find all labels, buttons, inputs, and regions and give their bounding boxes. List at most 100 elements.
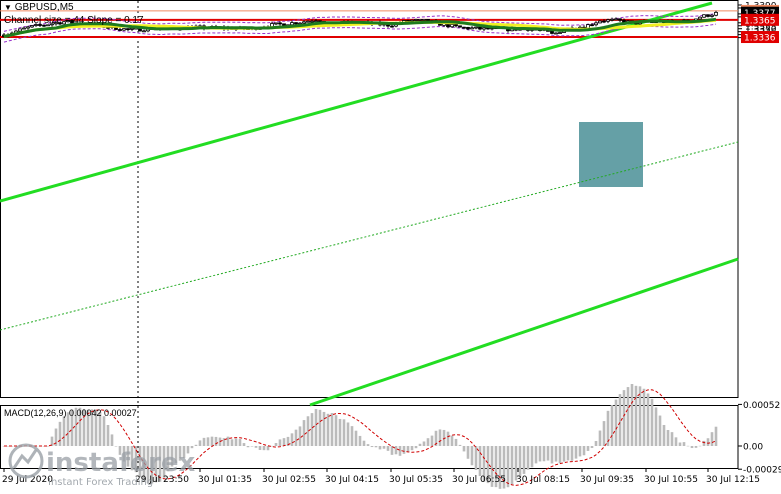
channel-lower-line bbox=[309, 257, 739, 407]
candle-body bbox=[474, 26, 478, 29]
macd-bar bbox=[458, 444, 462, 446]
logo-ring bbox=[8, 443, 44, 479]
macd-bar bbox=[358, 435, 362, 446]
candle-body bbox=[590, 24, 594, 27]
macd-bar bbox=[250, 446, 254, 447]
candle-body bbox=[26, 26, 30, 29]
macd-bar bbox=[346, 422, 350, 446]
macd-bar bbox=[242, 443, 246, 446]
macd-bar bbox=[286, 436, 290, 446]
macd-bar bbox=[258, 446, 262, 450]
macd-bar bbox=[590, 446, 594, 449]
macd-bar bbox=[150, 446, 154, 484]
time-tick-label: 30 Jul 12:15 bbox=[706, 475, 760, 485]
candle-body bbox=[290, 22, 294, 26]
macd-bar bbox=[262, 446, 266, 451]
macd-bar bbox=[530, 446, 534, 468]
candle-body bbox=[458, 25, 462, 28]
macd-bar bbox=[166, 446, 170, 472]
macd-bar bbox=[378, 446, 382, 450]
macd-bar bbox=[70, 409, 74, 446]
macd-tick-label: 0.00052 bbox=[743, 401, 780, 411]
macd-bar bbox=[514, 446, 518, 481]
macd-bar bbox=[46, 446, 50, 447]
candle-body bbox=[698, 16, 702, 20]
macd-bar bbox=[446, 431, 450, 446]
macd-bar bbox=[430, 435, 434, 446]
macd-bar bbox=[566, 446, 570, 461]
candle-body bbox=[710, 14, 714, 17]
macd-bar bbox=[670, 432, 674, 446]
macd-bar bbox=[674, 437, 678, 446]
zone-rectangle bbox=[579, 122, 643, 187]
candle-body bbox=[46, 24, 50, 27]
dropdown-arrow-icon[interactable]: ▼ bbox=[4, 3, 12, 12]
macd-bar bbox=[582, 446, 586, 456]
price-tick-label: 1.3355 bbox=[745, 22, 777, 32]
macd-bar bbox=[146, 446, 150, 484]
macd-bar bbox=[414, 446, 418, 449]
macd-bar bbox=[62, 416, 66, 446]
candle-body bbox=[478, 26, 482, 30]
macd-bar bbox=[478, 446, 482, 477]
candle-body bbox=[58, 22, 62, 25]
macd-bar bbox=[214, 436, 218, 446]
macd-bar bbox=[562, 446, 566, 462]
macd-bar bbox=[290, 433, 294, 446]
macd-bar bbox=[570, 446, 574, 461]
macd-bar bbox=[614, 399, 618, 446]
macd-bar bbox=[658, 415, 662, 446]
ma-fast-line bbox=[3, 17, 717, 39]
level-1-3365-label-bg bbox=[741, 13, 779, 26]
macd-bar bbox=[654, 407, 658, 446]
macd-bar bbox=[706, 438, 710, 446]
candle-body bbox=[466, 26, 470, 30]
candle-body bbox=[130, 28, 134, 30]
macd-bar bbox=[586, 446, 590, 451]
candle-body bbox=[34, 24, 38, 26]
macd-bar bbox=[134, 446, 138, 473]
macd-bar bbox=[518, 446, 522, 477]
macd-bar bbox=[246, 446, 250, 448]
macd-bar bbox=[398, 446, 402, 456]
macd-bar bbox=[122, 446, 126, 462]
candle-body bbox=[598, 20, 602, 24]
macd-bar bbox=[558, 446, 562, 464]
candle-body bbox=[618, 18, 622, 21]
macd-bar bbox=[634, 385, 638, 446]
candle-body bbox=[610, 18, 614, 21]
macd-bar bbox=[302, 420, 306, 446]
macd-bar bbox=[130, 446, 134, 471]
macd-bar bbox=[522, 446, 526, 474]
macd-bar bbox=[230, 439, 234, 446]
macd-bar bbox=[382, 446, 386, 449]
macd-bar bbox=[338, 418, 342, 446]
macd-bar bbox=[326, 413, 330, 446]
macd-bar bbox=[474, 446, 478, 471]
candle-body bbox=[594, 22, 598, 26]
time-tick-label: 30 Jul 04:15 bbox=[325, 475, 379, 485]
main-pane-frame bbox=[0, 0, 739, 398]
macd-bar bbox=[158, 446, 162, 482]
time-tick-label: 30 Jul 06:55 bbox=[452, 475, 506, 485]
macd-bar bbox=[162, 446, 166, 478]
macd-bar bbox=[322, 411, 326, 446]
candle-body bbox=[278, 22, 282, 25]
macd-bar bbox=[526, 446, 530, 470]
macd-bar bbox=[82, 408, 86, 446]
macd-bar bbox=[662, 424, 666, 446]
macd-bar bbox=[542, 446, 546, 462]
macd-bar bbox=[698, 445, 702, 447]
macd-bar bbox=[114, 446, 118, 447]
candle-body bbox=[282, 23, 286, 26]
candle-body bbox=[714, 11, 718, 16]
macd-bar bbox=[598, 430, 602, 446]
symbol-header[interactable]: ▼ GBPUSD,M5 bbox=[4, 2, 74, 13]
level-1-3365-label: 1.3365 bbox=[744, 16, 776, 26]
macd-bar bbox=[646, 393, 650, 446]
macd-bar bbox=[650, 398, 654, 446]
macd-bar bbox=[106, 425, 110, 446]
candle-body bbox=[302, 21, 306, 24]
